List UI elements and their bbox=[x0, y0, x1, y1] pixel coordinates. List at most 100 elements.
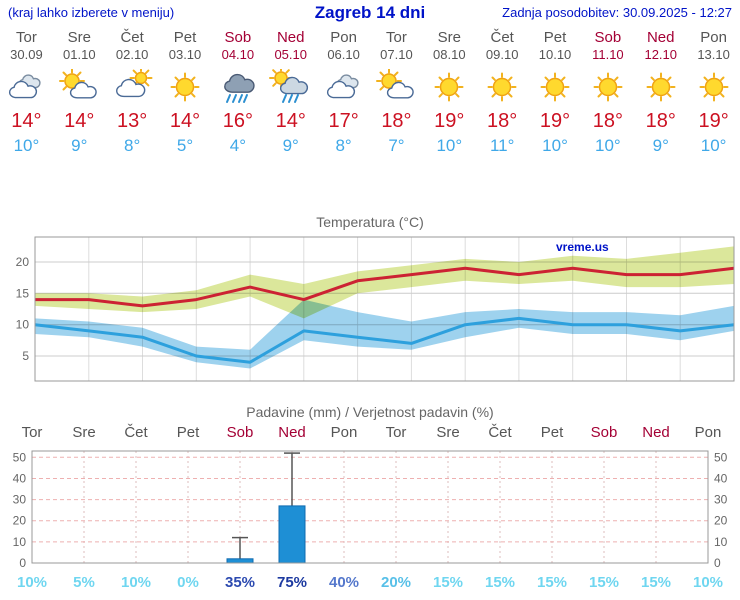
min-temperature: 10° bbox=[595, 136, 621, 155]
day-column-03.10: Pet 03.10 14° 5° bbox=[159, 29, 212, 157]
min-temperature: 8° bbox=[124, 136, 141, 155]
precip-probability: 75% bbox=[276, 574, 308, 591]
precip-probability: 35% bbox=[224, 574, 256, 591]
svg-text:0: 0 bbox=[19, 556, 26, 570]
day-name: Pet bbox=[173, 29, 197, 46]
showers-sun-icon bbox=[264, 62, 317, 108]
day-column-04.10: Sob 04.10 16° 4° bbox=[211, 29, 264, 157]
precip-probability: 10% bbox=[692, 574, 724, 591]
min-temperature: 10° bbox=[13, 136, 40, 155]
precip-day-label: Tor bbox=[21, 424, 43, 441]
day-date: 08.10 bbox=[433, 47, 466, 62]
svg-text:20: 20 bbox=[16, 255, 30, 269]
precip-probability: 5% bbox=[73, 574, 95, 591]
tmax-line bbox=[35, 266, 735, 308]
day-date: 13.10 bbox=[697, 47, 730, 62]
min-temperature: 7° bbox=[388, 136, 405, 155]
max-temperature: 17° bbox=[328, 110, 359, 132]
partly-cloudy-icon bbox=[370, 62, 423, 108]
precip-probability: 15% bbox=[484, 574, 516, 591]
precip-probability: 40% bbox=[328, 574, 360, 591]
svg-text:20: 20 bbox=[13, 514, 27, 528]
day-name: Ned bbox=[276, 29, 305, 46]
day-name: Tor bbox=[16, 29, 37, 46]
day-date: 04.10 bbox=[221, 47, 255, 62]
precip-day-label: Čet bbox=[124, 424, 148, 441]
day-date: 11.10 bbox=[592, 47, 624, 62]
day-date: 06.10 bbox=[327, 47, 360, 62]
day-date: 12.10 bbox=[644, 47, 678, 62]
watermark: vreme.us bbox=[556, 240, 609, 254]
day-column-13.10: Pon 13.10 19° 10° bbox=[687, 29, 740, 157]
min-temperature: 10° bbox=[542, 136, 568, 155]
precip-chart: 0 0 10 10 20 20 30 30 40 40 50 50 bbox=[13, 450, 728, 570]
min-temperature: 11° bbox=[489, 136, 515, 155]
temperature-chart: 5 10 15 20 vreme.us bbox=[16, 236, 735, 382]
day-column-07.10: Tor 07.10 18° 7° bbox=[370, 29, 423, 157]
sunny-icon bbox=[581, 62, 634, 108]
max-temperature: 14° bbox=[275, 110, 306, 132]
precip-probability: 15% bbox=[588, 574, 620, 591]
precip-day-label: Sob bbox=[226, 424, 254, 441]
day-name: Sre bbox=[437, 29, 461, 46]
header: (kraj lahko izberete v meniju) Zagreb 14… bbox=[0, 0, 740, 26]
precip-day-labels: Tor Sre Čet Pet Sob Ned Pon Tor Sre Čet Pet Sob Ned P… bbox=[0, 423, 740, 443]
svg-text:50: 50 bbox=[13, 450, 27, 464]
max-temperature: 19° bbox=[434, 110, 465, 132]
precip-day-label: Pet bbox=[540, 424, 564, 441]
tmax-range-band bbox=[35, 246, 734, 319]
precip-day-label: Tor bbox=[385, 424, 407, 441]
precip-day-label: Pon bbox=[694, 424, 722, 441]
menu-hint: (kraj lahko izberete v meniju) bbox=[8, 5, 175, 20]
svg-text:10: 10 bbox=[16, 318, 30, 332]
min-temperature: 9° bbox=[282, 136, 299, 155]
mostly-cloudy-icon bbox=[106, 62, 159, 108]
precip-day-label: Ned bbox=[642, 424, 670, 441]
cloudy-icon bbox=[0, 62, 53, 108]
day-date: 10.10 bbox=[538, 47, 572, 62]
precip-day-label: Pet bbox=[176, 424, 200, 441]
day-column-09.10: Čet 09.10 18° 11° bbox=[476, 29, 529, 157]
day-date: 03.10 bbox=[168, 47, 202, 62]
tmin-range-band bbox=[35, 299, 734, 369]
max-temperature: 14° bbox=[64, 110, 95, 132]
precip-chart-block: Padavine (mm) / Verjetnost padavin (%) T… bbox=[0, 403, 740, 595]
precip-probability: 10% bbox=[16, 574, 48, 591]
svg-text:15: 15 bbox=[16, 286, 30, 300]
precip-day-label: Ned bbox=[278, 424, 306, 441]
tmin-line bbox=[34, 316, 735, 364]
day-date: 07.10 bbox=[380, 47, 413, 62]
min-temperature: 10° bbox=[436, 136, 463, 155]
temperature-chart-block: Temperatura (°C) 5 10 15 20 vreme.us bbox=[0, 213, 740, 391]
day-name: Pet bbox=[543, 29, 567, 46]
min-temperature: 5° bbox=[176, 136, 194, 155]
day-name: Sob bbox=[224, 29, 252, 46]
sunny-icon bbox=[423, 62, 476, 108]
max-temperature: 18° bbox=[645, 110, 676, 132]
day-column-30.09: Tor 30.09 14° 10° bbox=[0, 29, 53, 157]
max-temperature: 19° bbox=[698, 110, 729, 132]
forecast-strip: Tor 30.09 14° 10° Sre 01.10 14° 9° Čet 02.10 13° 8°… bbox=[0, 29, 740, 157]
day-name: Sre bbox=[67, 29, 91, 46]
day-name: Čet bbox=[490, 29, 514, 46]
svg-text:10: 10 bbox=[714, 535, 728, 549]
rain-icon bbox=[211, 62, 264, 108]
day-name: Pon bbox=[700, 29, 727, 46]
day-column-06.10: Pon 06.10 17° 8° bbox=[317, 29, 370, 157]
precip-probability: 15% bbox=[432, 574, 464, 591]
day-column-11.10: Sob 11.10 18° 10° bbox=[581, 29, 634, 157]
day-column-05.10: Ned 05.10 14° 9° bbox=[264, 29, 317, 157]
precip-day-label: Sob bbox=[590, 424, 618, 441]
sunny-icon bbox=[476, 62, 529, 108]
precip-day-label: Sre bbox=[72, 424, 96, 441]
svg-text:20: 20 bbox=[714, 514, 728, 528]
max-temperature: 14° bbox=[11, 110, 42, 132]
precip-probability: 15% bbox=[640, 574, 672, 591]
day-column-12.10: Ned 12.10 18° 9° bbox=[634, 29, 687, 157]
temperature-chart-title: Temperatura (°C) bbox=[316, 214, 424, 230]
svg-text:30: 30 bbox=[13, 493, 27, 507]
day-name: Sob bbox=[594, 29, 622, 46]
day-name: Tor bbox=[386, 29, 407, 46]
min-temperature: 9° bbox=[652, 136, 669, 155]
